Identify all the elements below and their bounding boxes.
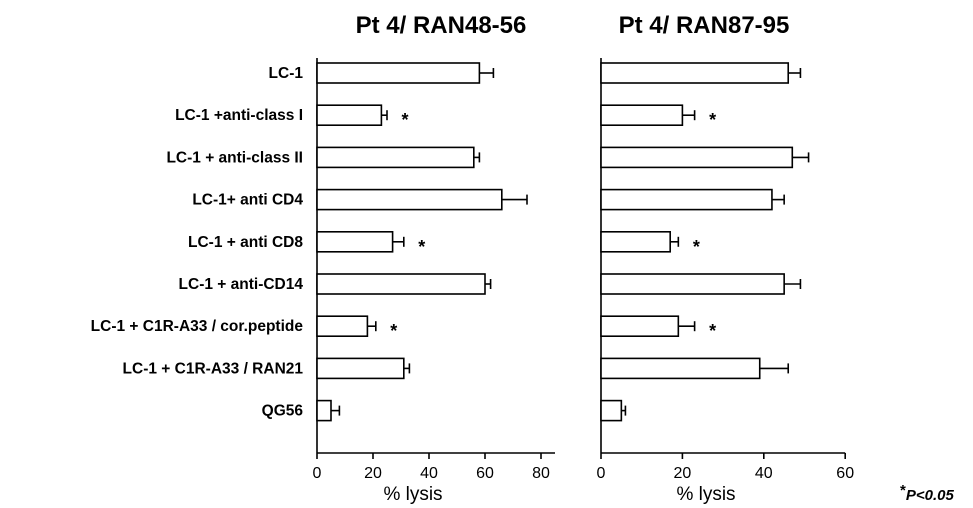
panel-2-significance-star-2: * — [709, 110, 716, 130]
significance-footnote: *P<0.05 — [900, 482, 954, 504]
category-label-2: LC-1 +anti-class I — [175, 107, 303, 124]
category-label-3: LC-1 + anti-class II — [166, 149, 303, 166]
panel-1-x-tick-label-40: 40 — [420, 465, 438, 482]
panel-2-bar-5 — [600, 231, 671, 253]
panel-1-bar-9 — [316, 399, 332, 422]
panel-1-chart: 0 20 40 60 80 * * * — [313, 58, 555, 482]
panel-2-x-tick-label-40: 40 — [755, 465, 773, 482]
panel-1-bar-8 — [316, 357, 405, 380]
category-label-1: LC-1 — [269, 65, 304, 82]
panel-1-title: Pt 4/ RAN48-56 — [356, 12, 527, 39]
panel-1-bar-2 — [316, 104, 383, 126]
panel-2-x-tick-label-60: 60 — [836, 465, 854, 482]
category-label-4: LC-1+ anti CD4 — [192, 192, 303, 209]
panel-1-bar-3 — [316, 146, 475, 169]
panel-2-bar-8 — [600, 357, 761, 380]
panel-1-bar-7 — [316, 315, 369, 338]
panel-2-bar-1 — [600, 62, 790, 84]
panel-1-significance-star-2: * — [401, 110, 408, 130]
category-label-8: LC-1 + C1R-A33 / RAN21 — [123, 360, 304, 377]
panel-1-significance-star-5: * — [418, 237, 425, 257]
category-label-9: QG56 — [262, 403, 304, 420]
panel-1-x-tick-label-0: 0 — [313, 465, 322, 482]
panel-2-significance-star-5: * — [693, 237, 700, 257]
panel-1-significance-star-7: * — [390, 321, 397, 341]
panel-1-bar-6 — [316, 273, 486, 295]
panel-2-bar-6 — [600, 273, 785, 295]
panel-1-x-axis-label: % lysis — [383, 484, 442, 505]
panel-1-bar-4 — [316, 188, 503, 211]
panel-2-bar-9 — [600, 399, 623, 422]
category-label-7: LC-1 + C1R-A33 / cor.peptide — [91, 318, 304, 335]
category-labels: LC-1 LC-1 +anti-class I LC-1 + anti-class … — [91, 65, 304, 420]
panel-1-bar-5 — [316, 231, 394, 253]
panel-1-x-tick-label-80: 80 — [532, 465, 550, 482]
panel-2-bar-2 — [600, 104, 684, 126]
panel-2-x-tick-label-20: 20 — [674, 465, 692, 482]
footnote-star: * — [900, 482, 906, 499]
panel-2-bar-3 — [600, 146, 794, 169]
category-label-6: LC-1 + anti-CD14 — [179, 276, 304, 293]
panel-1-x-tick-label-20: 20 — [364, 465, 382, 482]
panel-1-bar-1 — [316, 62, 481, 84]
panel-2-bar-7 — [600, 315, 680, 338]
panel-2-x-tick-label-0: 0 — [597, 465, 606, 482]
panel-2-significance-star-7: * — [709, 321, 716, 341]
footnote-text: P<0.05 — [906, 487, 955, 504]
category-label-5: LC-1 + anti CD8 — [188, 234, 303, 251]
panel-2-x-axis-label: % lysis — [676, 484, 735, 505]
panel-2-title: Pt 4/ RAN87-95 — [619, 12, 790, 39]
panel-2-chart: 0 20 40 60 * * * — [597, 58, 854, 482]
panel-1-x-tick-label-60: 60 — [476, 465, 494, 482]
panel-2-bar-4 — [600, 188, 773, 211]
